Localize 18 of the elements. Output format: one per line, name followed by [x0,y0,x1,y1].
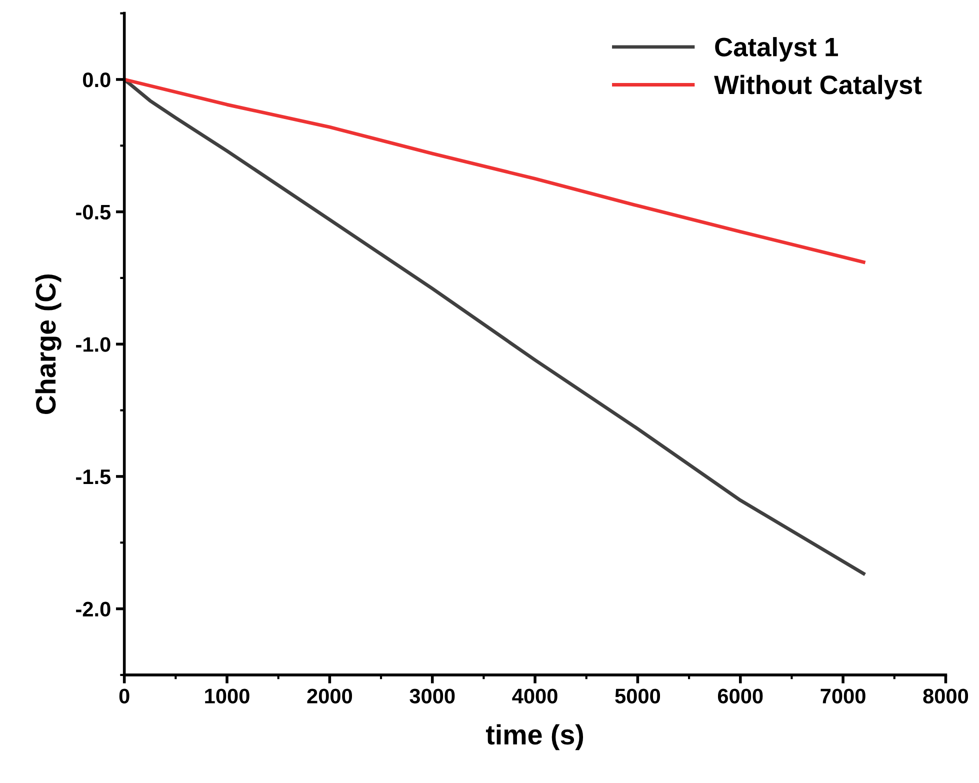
x-tick-label: 0 [119,688,130,704]
x-tick-label: 6000 [718,688,763,704]
y-tick-label: -1.0 [76,337,110,352]
x-tick-label: 5000 [615,688,660,704]
x-tick-label: 4000 [512,688,558,704]
x-tick-label: 8000 [923,688,968,704]
y-tick-label: -1.5 [76,470,111,484]
x-tick-label: 1000 [205,688,250,704]
x-tick-label: 3000 [410,688,455,704]
legend-label: Catalyst 1 [715,37,838,62]
x-axis-title: time (s) [486,724,584,750]
y-tick-label: 0.0 [83,72,110,88]
x-tick-label: 2000 [307,688,352,704]
y-tick-label: -2.0 [76,602,110,617]
y-tick-label: -0.5 [76,204,111,220]
legend-label: Without Catalyst [714,74,922,100]
x-tick-label: 7000 [820,688,866,704]
y-axis-title: Charge (C) [35,274,62,414]
